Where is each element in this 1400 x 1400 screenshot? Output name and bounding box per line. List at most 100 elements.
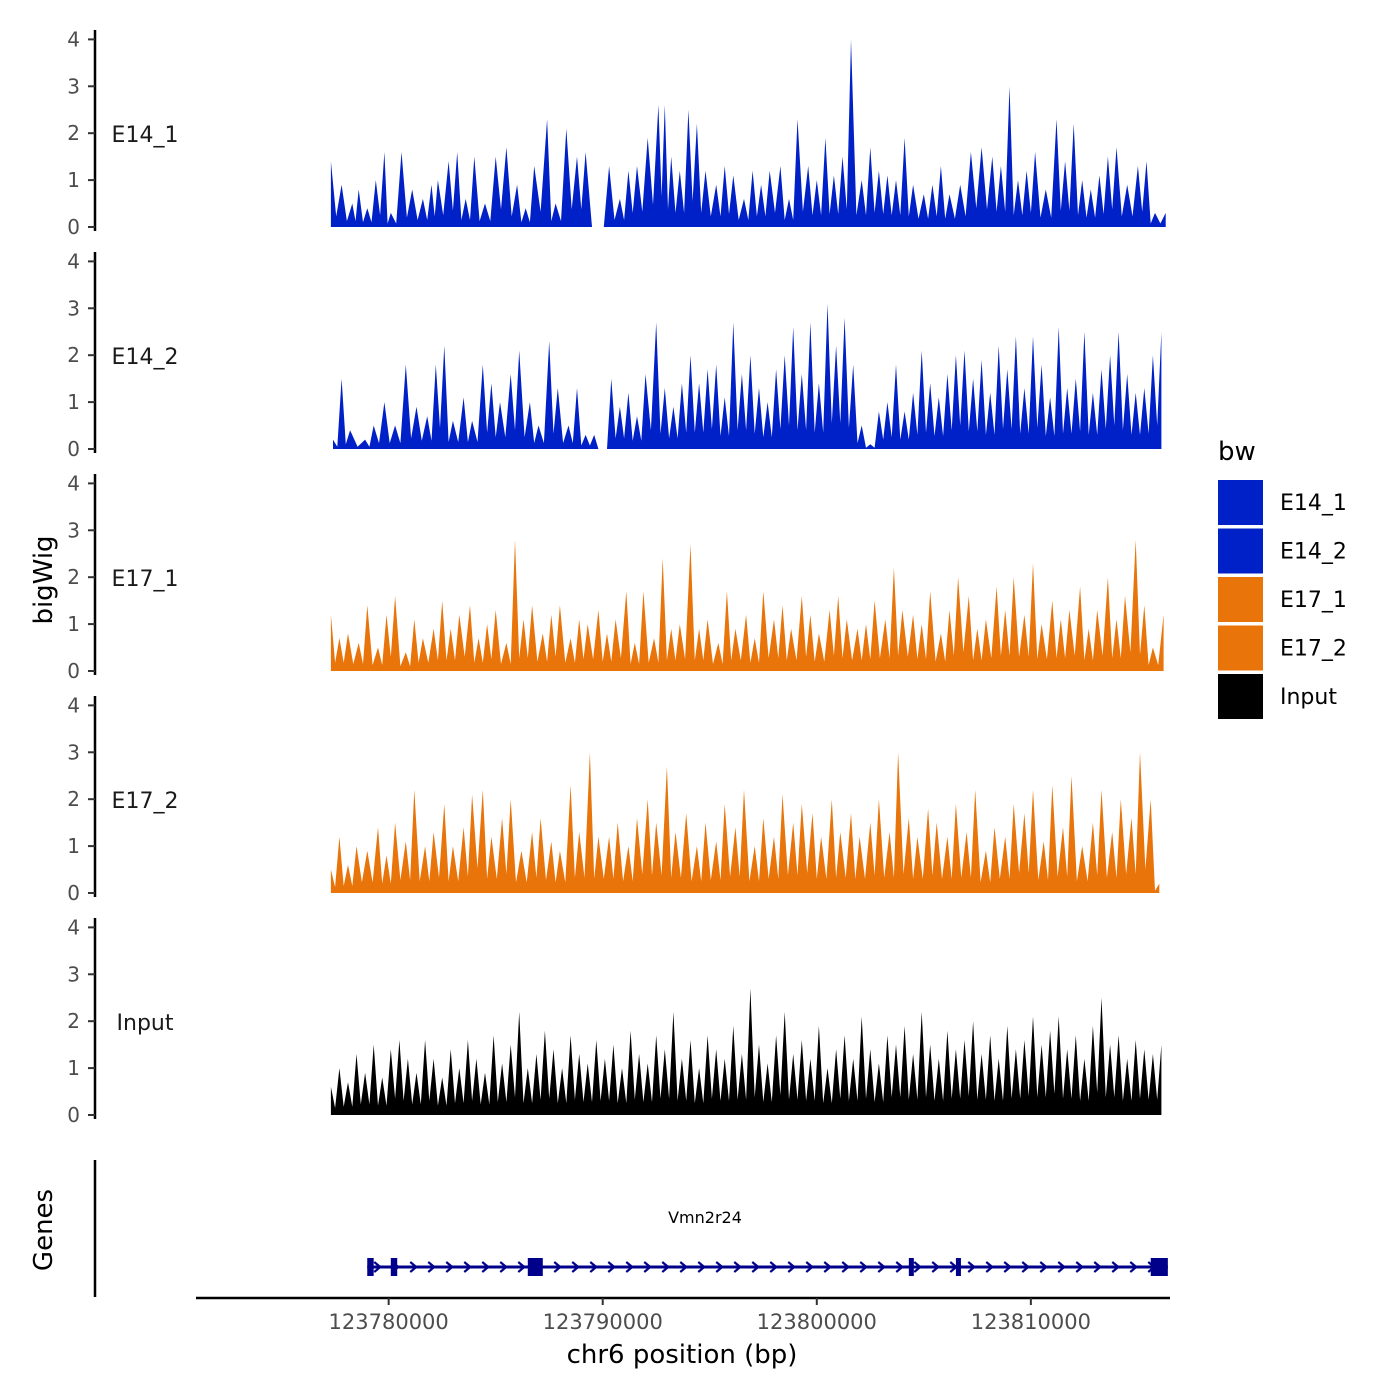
x-tick-label: 123780000 — [329, 1310, 449, 1334]
legend-swatch — [1218, 674, 1263, 719]
legend-item-E14_2: E14_2 — [1218, 528, 1347, 574]
strand-chevron — [463, 1261, 472, 1273]
legend-swatch — [1218, 480, 1263, 525]
legend-item-Input: Input — [1218, 674, 1337, 719]
strand-chevron — [895, 1261, 904, 1273]
track-E14_2: 0 1 2 3 4 E14_2 — [67, 249, 1162, 461]
strand-chevron — [481, 1261, 490, 1273]
track-label: E17_2 — [112, 789, 179, 814]
y-tick-label: 4 — [67, 27, 80, 51]
y-tick-label: 4 — [67, 471, 80, 495]
strand-chevron — [679, 1261, 688, 1273]
strand-chevron — [841, 1261, 850, 1273]
y-tick-label: 3 — [67, 962, 80, 986]
x-tick-label: 123790000 — [543, 1310, 663, 1334]
y-tick-label: 0 — [67, 881, 80, 905]
genes-panel-label: Genes — [29, 1189, 59, 1271]
strand-chevron — [499, 1261, 508, 1273]
strand-chevron — [1021, 1261, 1030, 1273]
signal-area-Input — [330, 988, 1162, 1115]
exon-block — [390, 1258, 398, 1276]
track-label: E14_2 — [112, 345, 179, 370]
strand-chevron — [787, 1261, 796, 1273]
y-tick-label: 1 — [67, 390, 80, 414]
y-tick-label: 3 — [67, 740, 80, 764]
legend-label: E17_2 — [1280, 637, 1347, 662]
strand-chevron — [1129, 1261, 1138, 1273]
y-tick-label: 2 — [67, 1009, 80, 1033]
strand-chevron — [877, 1261, 886, 1273]
y-tick-label: 0 — [67, 437, 80, 461]
track-E17_1: 0 1 2 3 4 E17_1 — [67, 471, 1164, 683]
y-tick-label: 3 — [67, 518, 80, 542]
strand-chevron — [805, 1261, 814, 1273]
strand-chevron — [517, 1261, 526, 1273]
strand-chevron — [733, 1261, 742, 1273]
signal-area-E17_1 — [330, 539, 1164, 671]
y-tick-label: 1 — [67, 1056, 80, 1080]
y-tick-label: 2 — [67, 121, 80, 145]
signal-area-E14_1 — [330, 39, 1166, 228]
signal-tracks: 0 1 2 3 4 E14_1 0 1 2 3 4 E14_2 0 1 2 3 4 E17_1 0 1 2 3 4 E17_2… — [67, 27, 1166, 1127]
legend: bw E14_1 E14_2 E17_1 E17_2 Input — [1218, 437, 1347, 719]
y-tick-label: 4 — [67, 693, 80, 717]
strand-chevron — [589, 1261, 598, 1273]
y-tick-label: 2 — [67, 787, 80, 811]
y-tick-label: 2 — [67, 565, 80, 589]
y-tick-label: 2 — [67, 343, 80, 367]
strand-chevron — [859, 1261, 868, 1273]
strand-chevron — [1057, 1261, 1066, 1273]
exon-block — [367, 1258, 374, 1276]
y-tick-label: 0 — [67, 659, 80, 683]
x-tick-label: 123800000 — [757, 1310, 877, 1334]
y-tick-label: 1 — [67, 834, 80, 858]
y-axis-title: bigWig — [29, 535, 59, 624]
strand-chevron — [607, 1261, 616, 1273]
strand-chevron — [985, 1261, 994, 1273]
strand-chevron — [553, 1261, 562, 1273]
strand-chevron — [571, 1261, 580, 1273]
strand-chevron — [823, 1261, 832, 1273]
track-label: E14_1 — [112, 123, 179, 148]
legend-swatch — [1218, 528, 1263, 574]
strand-chevron — [1093, 1261, 1102, 1273]
strand-chevron — [1111, 1261, 1120, 1273]
track-E14_1: 0 1 2 3 4 E14_1 — [67, 27, 1166, 239]
legend-label: Input — [1280, 685, 1337, 710]
genes-track — [93, 1160, 1168, 1297]
legend-item-E17_1: E17_1 — [1218, 577, 1347, 622]
y-tick-label: 0 — [67, 1103, 80, 1127]
y-tick-label: 3 — [67, 296, 80, 320]
y-tick-label: 4 — [67, 915, 80, 939]
signal-area-E14_2 — [333, 303, 1162, 449]
y-tick-label: 4 — [67, 249, 80, 273]
y-tick-label: 1 — [67, 168, 80, 192]
strand-chevron — [409, 1261, 418, 1273]
strand-chevron — [967, 1261, 976, 1273]
strand-chevron — [931, 1261, 940, 1273]
gene-name-label: Vmn2r24 — [668, 1208, 742, 1227]
exon-block — [955, 1258, 961, 1276]
strand-chevron — [373, 1261, 382, 1273]
strand-chevron — [625, 1261, 634, 1273]
legend-label: E17_1 — [1280, 588, 1347, 613]
legend-title: bw — [1218, 437, 1256, 467]
x-axis-ticks: 123780000 123790000 123800000 123810000 — [329, 1298, 1091, 1334]
exon-block — [527, 1258, 543, 1276]
strand-chevron — [1039, 1261, 1048, 1273]
legend-swatch — [1218, 625, 1263, 671]
strand-chevron — [643, 1261, 652, 1273]
strand-chevron — [913, 1261, 922, 1273]
legend-label: E14_1 — [1280, 491, 1347, 516]
exon-block — [908, 1258, 914, 1276]
strand-chevron — [697, 1261, 706, 1273]
strand-chevron — [751, 1261, 760, 1273]
legend-item-E17_2: E17_2 — [1218, 625, 1347, 671]
track-label: Input — [117, 1011, 174, 1036]
y-tick-label: 3 — [67, 74, 80, 98]
track-label: E17_1 — [112, 567, 179, 592]
y-tick-label: 1 — [67, 612, 80, 636]
track-Input: 0 1 2 3 4 Input — [67, 915, 1162, 1127]
strand-chevron — [661, 1261, 670, 1273]
